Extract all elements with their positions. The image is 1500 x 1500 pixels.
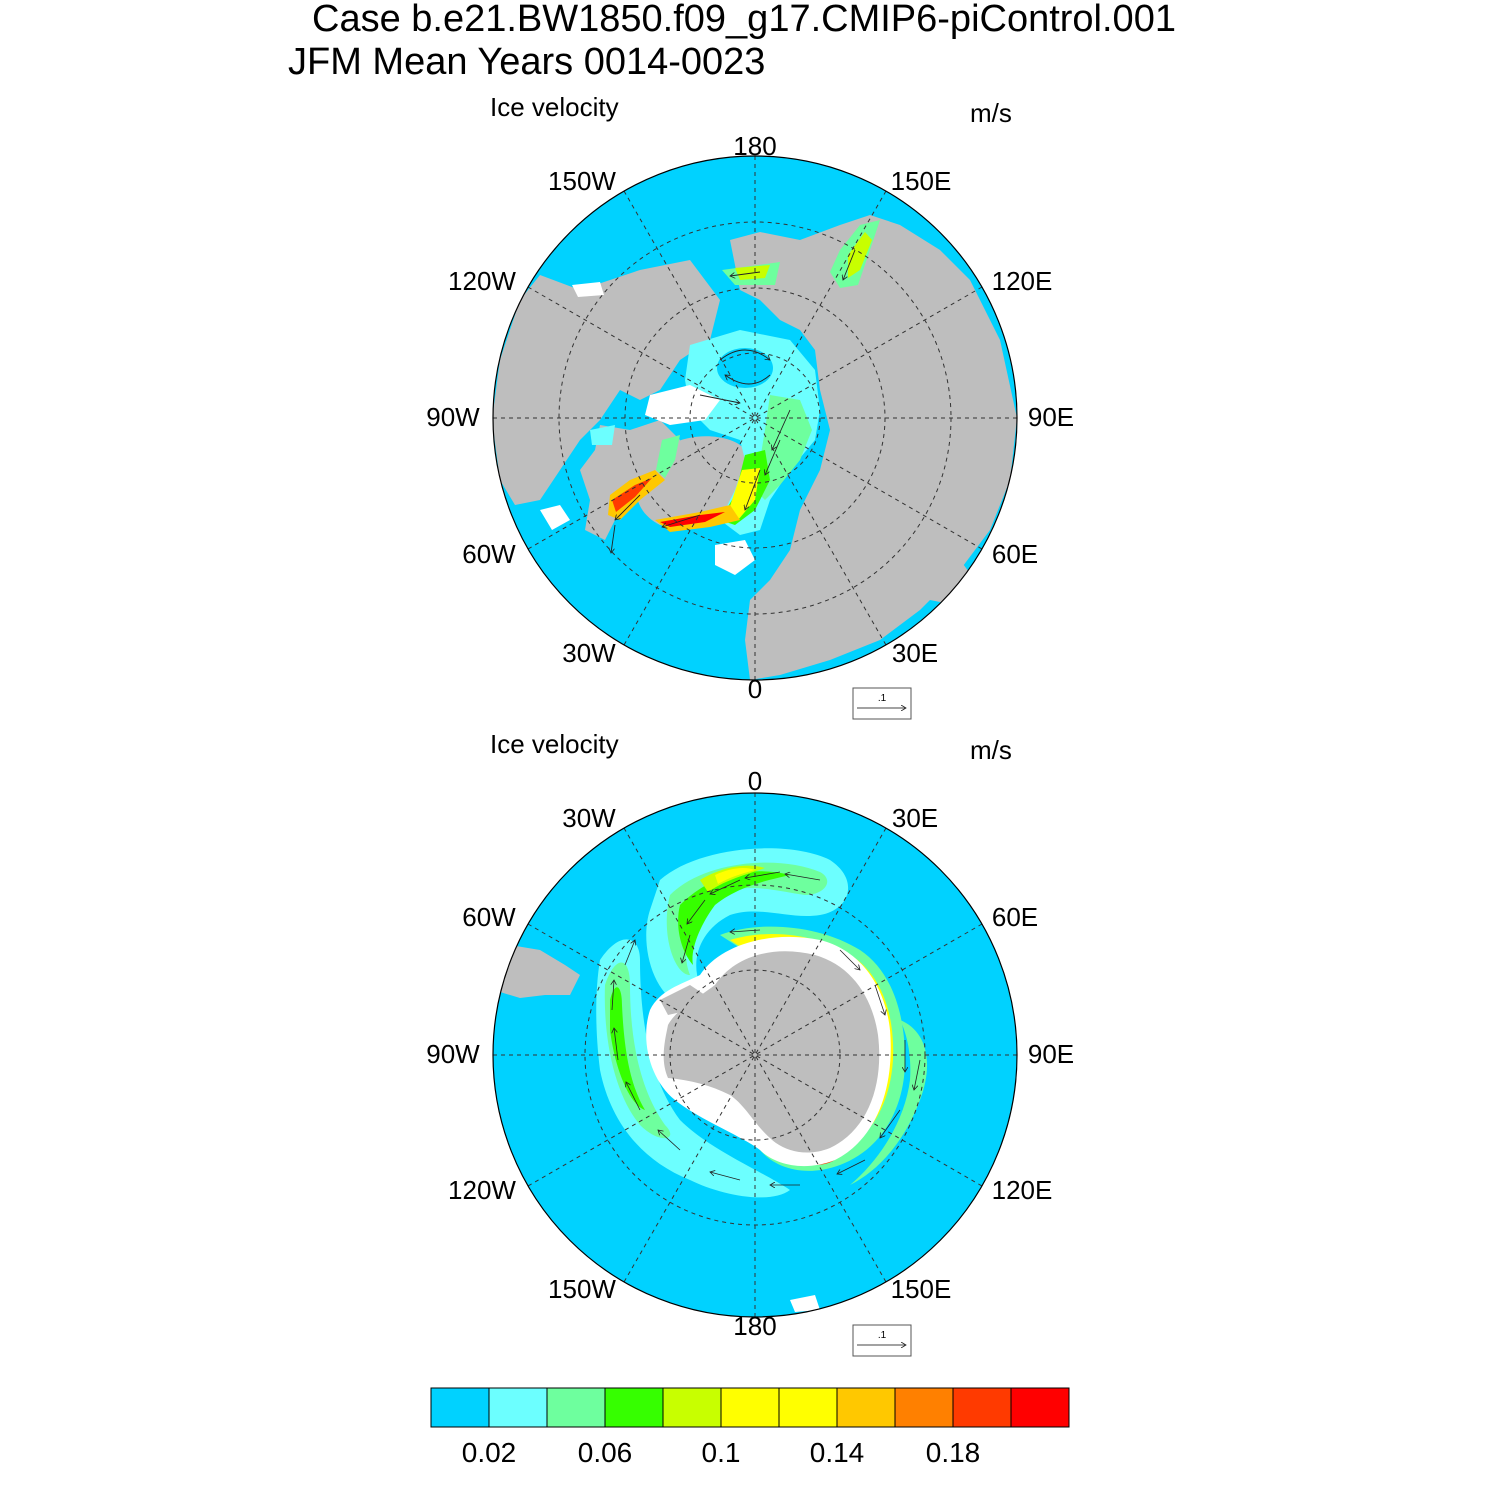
north-graticule [493, 156, 1017, 680]
south-lon-label: 180 [733, 1311, 776, 1341]
north-lon-label: 120W [448, 266, 516, 296]
north-map-border [492, 155, 1018, 681]
north-field-label: Ice velocity [490, 92, 619, 122]
south-units-label: m/s [970, 735, 1012, 765]
north-lon-label: 150W [548, 166, 616, 196]
south-lon-labels: 0 30E 60E 90E 120E 150E 180 150W 120W 90… [426, 766, 1074, 1341]
south-lon-label: 30W [562, 803, 616, 833]
south-lon-label: 90W [426, 1039, 480, 1069]
north-lon-label: 90W [426, 402, 480, 432]
north-lon-label: 180 [733, 131, 776, 161]
south-lon-label: 120W [448, 1175, 516, 1205]
north-coast-gaps [540, 282, 755, 575]
north-panel: Ice velocity m/s [426, 92, 1074, 720]
figure-title-line1: Case b.e21.BW1850.f09_g17.CMIP6-piContro… [312, 0, 1176, 40]
north-lon-label: 150E [891, 166, 952, 196]
south-graticule [493, 793, 1017, 1317]
north-units-label: m/s [970, 98, 1012, 128]
colorbar-tick-label: 0.02 [462, 1437, 517, 1468]
north-reference-vector: .1 [852, 687, 912, 720]
colorbar-tick-label: 0.14 [810, 1437, 865, 1468]
colorbar-swatch [836, 1387, 896, 1428]
south-lon-label: 30E [892, 803, 938, 833]
south-lon-label: 150W [548, 1274, 616, 1304]
south-lon-label: 0 [748, 766, 762, 796]
south-coast-gap [790, 1295, 820, 1312]
south-field-label: Ice velocity [490, 729, 619, 759]
colorbar-swatch [952, 1387, 1012, 1428]
colorbar-swatch [662, 1387, 722, 1428]
north-vectors [611, 249, 856, 553]
south-lon-label: 120E [992, 1175, 1053, 1205]
north-lon-label: 0 [748, 674, 762, 704]
colorbar-swatch [430, 1387, 490, 1428]
south-panel: Ice velocity m/s [426, 729, 1074, 1357]
south-ref-vector-label: .1 [878, 1330, 887, 1341]
colorbar-swatch [778, 1387, 838, 1428]
colorbar-swatch [720, 1387, 780, 1428]
north-lon-labels: 180 150E 120E 90E 60E 30E 0 30W 60W 90W … [426, 131, 1074, 704]
north-lon-label: 120E [992, 266, 1053, 296]
colorbar-tick-label: 0.06 [578, 1437, 633, 1468]
figure-title-line2: JFM Mean Years 0014-0023 [288, 41, 766, 83]
south-land-south-america [498, 945, 580, 998]
colorbar-swatch [604, 1387, 664, 1428]
south-lon-label: 60W [462, 902, 516, 932]
south-map-body [493, 793, 1017, 1317]
colorbar-swatch [488, 1387, 548, 1428]
colorbar [430, 1387, 1070, 1428]
colorbar-tick-labels: 0.02 0.06 0.1 0.14 0.18 [462, 1437, 981, 1468]
colorbar-tick-label: 0.18 [926, 1437, 981, 1468]
north-lon-label: 60E [992, 539, 1038, 569]
colorbar-swatch [894, 1387, 954, 1428]
north-map-body [493, 156, 1017, 680]
north-lon-label: 30E [892, 638, 938, 668]
colorbar-swatch [1010, 1387, 1070, 1428]
north-lon-label: 60W [462, 539, 516, 569]
south-lon-label: 60E [992, 902, 1038, 932]
north-ref-vector-label: .1 [878, 693, 887, 704]
south-reference-vector: .1 [852, 1324, 912, 1357]
south-lon-label: 150E [891, 1274, 952, 1304]
north-lon-label: 30W [562, 638, 616, 668]
south-lon-label: 90E [1028, 1039, 1074, 1069]
colorbar-tick-label: 0.1 [702, 1437, 741, 1468]
north-ice-speed [590, 220, 880, 535]
south-map-border [492, 792, 1018, 1318]
north-lon-label: 90E [1028, 402, 1074, 432]
colorbar-swatch [546, 1387, 606, 1428]
south-vectors [612, 872, 921, 1185]
south-land-peninsula [660, 985, 705, 1015]
